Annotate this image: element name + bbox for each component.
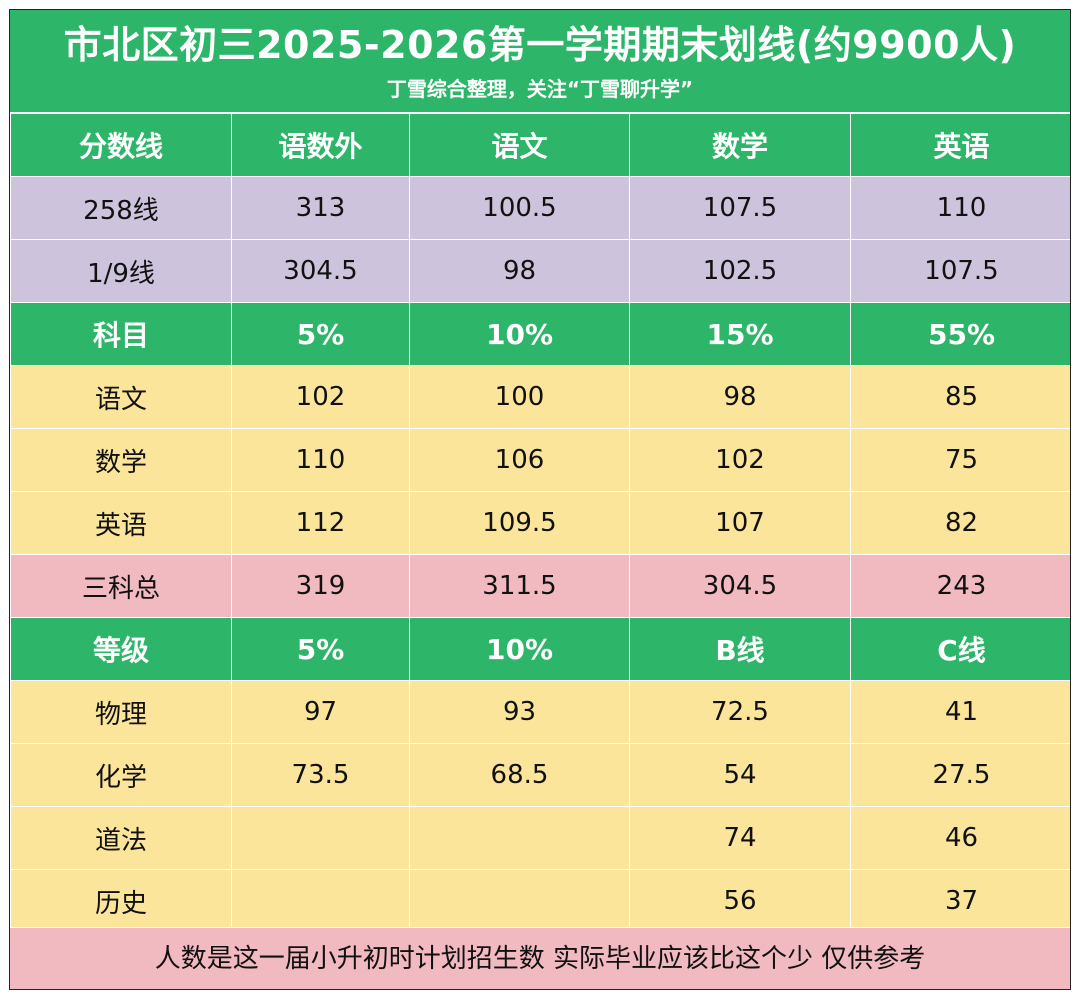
table-cell: 102 [231, 365, 410, 429]
table-cell: 304.5 [231, 239, 410, 303]
table-cell: 82 [850, 491, 1070, 555]
table-row: 化学 73.5 68.5 54 27.5 [10, 743, 1070, 807]
row-label-cell: 历史 [10, 869, 232, 933]
table-cell: 98 [629, 365, 851, 429]
table-cell: 106 [409, 428, 630, 492]
table-cell: 93 [409, 680, 630, 744]
table-cell [231, 806, 410, 870]
row-label-cell: 化学 [10, 743, 232, 807]
table-cell: B线 [629, 617, 851, 681]
table-cell: 5% [231, 302, 410, 366]
table-row: 数学 110 106 102 75 [10, 428, 1070, 492]
table-cell: 313 [231, 176, 410, 240]
table-cell: 数学 [629, 113, 851, 177]
row-label-cell: 分数线 [10, 113, 232, 177]
table-cell: 56 [629, 869, 851, 933]
table-cell: 75 [850, 428, 1070, 492]
row-label-cell: 英语 [10, 491, 232, 555]
table-header-row: 科目 5% 10% 15% 55% [10, 302, 1070, 366]
table-cell: 311.5 [409, 554, 630, 618]
table-cell: 英语 [850, 113, 1070, 177]
table-cell: 110 [850, 176, 1070, 240]
row-label-cell: 科目 [10, 302, 232, 366]
table-cell: 37 [850, 869, 1070, 933]
table-cell: 107.5 [629, 176, 851, 240]
table-cell: 55% [850, 302, 1070, 366]
table-cell [231, 869, 410, 933]
row-label-cell: 三科总 [10, 554, 232, 618]
table-cell [409, 806, 630, 870]
table-cell: 46 [850, 806, 1070, 870]
table-cell: 98 [409, 239, 630, 303]
table-cell: C线 [850, 617, 1070, 681]
row-label-cell: 语文 [10, 365, 232, 429]
footer-note: 人数是这一届小升初时计划招生数 实际毕业应该比这个少 仅供参考 [10, 927, 1070, 989]
table-cell: 110 [231, 428, 410, 492]
table-cell: 109.5 [409, 491, 630, 555]
table-cell: 10% [409, 302, 630, 366]
row-label-cell: 等级 [10, 617, 232, 681]
table-cell: 97 [231, 680, 410, 744]
table-cell: 5% [231, 617, 410, 681]
table-cell: 72.5 [629, 680, 851, 744]
table-header-row: 分数线 语数外 语文 数学 英语 [10, 113, 1070, 177]
table-row: 英语 112 109.5 107 82 [10, 491, 1070, 555]
table-cell: 85 [850, 365, 1070, 429]
table-cell [409, 869, 630, 933]
table-cell: 语数外 [231, 113, 410, 177]
table-cell: 304.5 [629, 554, 851, 618]
table-cell: 74 [629, 806, 851, 870]
table-row: 语文 102 100 98 85 [10, 365, 1070, 429]
row-label-cell: 物理 [10, 680, 232, 744]
table-cell: 54 [629, 743, 851, 807]
table-row: 1/9线 304.5 98 102.5 107.5 [10, 239, 1070, 303]
table-cell: 41 [850, 680, 1070, 744]
table-cell: 100 [409, 365, 630, 429]
table-cell: 107.5 [850, 239, 1070, 303]
table-row: 物理 97 93 72.5 41 [10, 680, 1070, 744]
table-cell: 15% [629, 302, 851, 366]
table-cell: 73.5 [231, 743, 410, 807]
table-cell: 102 [629, 428, 851, 492]
table-cell: 27.5 [850, 743, 1070, 807]
table-cell: 102.5 [629, 239, 851, 303]
title-block: 市北区初三2025-2026第一学期期末划线(约9900人) 丁雪综合整理，关注… [10, 10, 1070, 113]
table-cell: 10% [409, 617, 630, 681]
table-row: 258线 313 100.5 107.5 110 [10, 176, 1070, 240]
row-label-cell: 数学 [10, 428, 232, 492]
table-row: 道法 74 46 [10, 806, 1070, 870]
table-cell: 107 [629, 491, 851, 555]
table-cell: 243 [850, 554, 1070, 618]
score-table: 分数线 语数外 语文 数学 英语 258线 313 100.5 107.5 110 1/9线 304.… [10, 113, 1070, 933]
table-cell: 319 [231, 554, 410, 618]
table-cell: 语文 [409, 113, 630, 177]
row-label-cell: 1/9线 [10, 239, 232, 303]
row-label-cell: 道法 [10, 806, 232, 870]
table-header-row: 等级 5% 10% B线 C线 [10, 617, 1070, 681]
table-cell: 112 [231, 491, 410, 555]
row-label-cell: 258线 [10, 176, 232, 240]
table-row: 三科总 319 311.5 304.5 243 [10, 554, 1070, 618]
table-cell: 68.5 [409, 743, 630, 807]
page-subtitle: 丁雪综合整理，关注“丁雪聊升学” [386, 77, 694, 101]
score-table-card: 市北区初三2025-2026第一学期期末划线(约9900人) 丁雪综合整理，关注… [9, 9, 1071, 990]
page-title: 市北区初三2025-2026第一学期期末划线(约9900人) [63, 23, 1017, 67]
table-row: 历史 56 37 [10, 869, 1070, 933]
table-cell: 100.5 [409, 176, 630, 240]
